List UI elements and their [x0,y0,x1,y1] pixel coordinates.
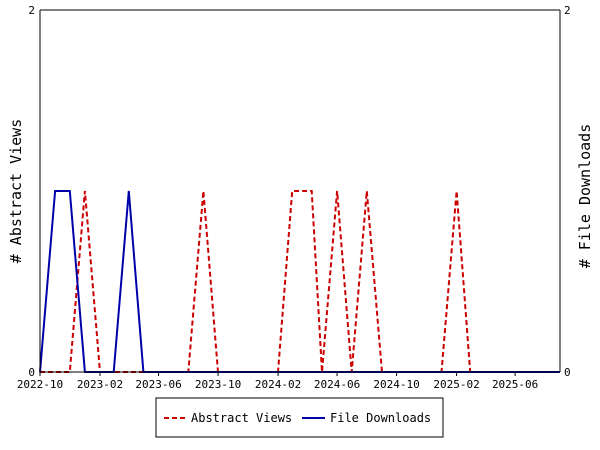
legend-label-file-downloads: File Downloads [330,411,431,425]
y-axis-title-left: # Abstract Views [7,119,25,264]
x-tick-label: 2025-02 [433,378,479,391]
plot-area [40,10,560,372]
x-tick-label: 2024-10 [373,378,419,391]
left-y-tick-bottom: 0 [28,366,35,379]
x-tick-label: 2023-10 [195,378,241,391]
y-axis-title-right: # File Downloads [576,124,594,269]
right-y-tick-bottom: 0 [564,366,571,379]
left-y-tick-top: 2 [28,4,35,17]
x-tick-label: 2023-06 [135,378,181,391]
x-tick-label: 2024-06 [314,378,360,391]
x-tick-label: 2025-06 [492,378,538,391]
legend-box [155,397,444,438]
tick-layer: 2022-10 2023-02 2023-06 2023-10 2024-02 2024-… [17,372,538,391]
legend: Abstract Views File Downloads [155,397,444,438]
x-tick-label: 2023-02 [77,378,123,391]
x-tick-label: 2022-10 [17,378,63,391]
legend-label-abstract-views: Abstract Views [191,411,292,425]
right-y-tick-top: 2 [564,4,571,17]
x-tick-label: 2024-02 [255,378,301,391]
